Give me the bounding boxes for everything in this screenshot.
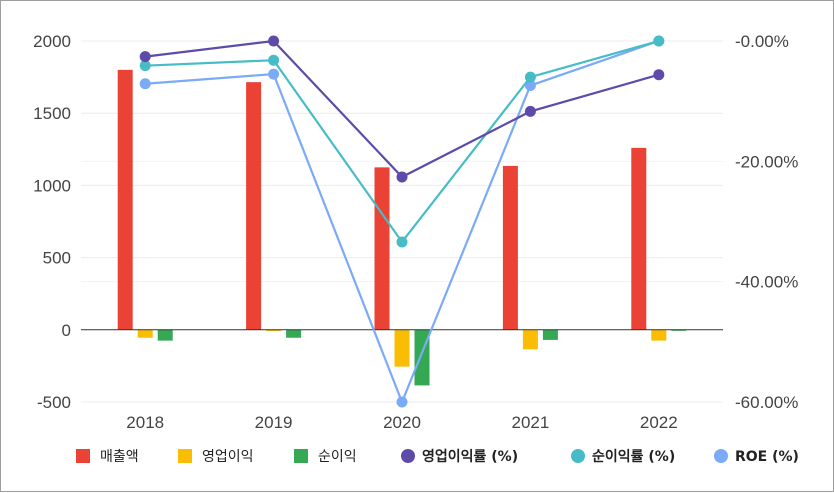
bar-2020-0 bbox=[374, 167, 390, 330]
line-point-0-2018 bbox=[139, 51, 151, 63]
legend-marker bbox=[714, 449, 728, 463]
y-left-tick-label: 2000 bbox=[33, 32, 71, 51]
line-point-2-2020 bbox=[396, 396, 408, 408]
legend-swatch bbox=[76, 449, 90, 463]
line-point-1-2019 bbox=[268, 54, 280, 66]
line-point-1-2020 bbox=[396, 236, 408, 248]
x-tick-label: 2021 bbox=[511, 413, 549, 432]
legend-marker bbox=[401, 449, 415, 463]
line-series-1 bbox=[145, 39, 660, 244]
y-left-tick-label: -500 bbox=[37, 393, 71, 412]
legend-swatch bbox=[178, 449, 192, 463]
y-right-tick-label: -60.00% bbox=[735, 393, 798, 412]
legend-marker bbox=[571, 449, 585, 463]
bar-2019-0 bbox=[246, 82, 262, 330]
legend-label: 순이익률 (%) bbox=[592, 448, 675, 465]
bar-2018-1 bbox=[137, 329, 153, 338]
bar-2022-1 bbox=[651, 329, 667, 341]
line-point-1-2022 bbox=[653, 35, 665, 47]
y-left-tick-label: 500 bbox=[43, 249, 71, 268]
bar-2022-0 bbox=[631, 147, 647, 330]
legend-label: 순이익 bbox=[318, 449, 357, 465]
y-right-tick-label: -0.00% bbox=[735, 32, 789, 51]
legend-label: 매출액 bbox=[100, 449, 139, 465]
bar-2021-1 bbox=[522, 329, 538, 350]
legend-label: ROE (%) bbox=[735, 449, 799, 465]
line-point-1-2018 bbox=[139, 60, 151, 72]
line-point-2-2018 bbox=[139, 78, 151, 90]
legend-label: 영업이익 bbox=[202, 449, 254, 465]
bar-2020-1 bbox=[394, 329, 410, 367]
line-point-0-2020 bbox=[396, 171, 408, 183]
x-tick-label: 2019 bbox=[255, 413, 293, 432]
y-right-tick-label: -20.00% bbox=[735, 152, 798, 171]
line-point-0-2021 bbox=[524, 105, 536, 117]
bar-2018-0 bbox=[117, 69, 133, 330]
line-point-0-2022 bbox=[653, 69, 665, 81]
line-point-0-2019 bbox=[268, 35, 280, 47]
y-right-tick-label: -40.00% bbox=[735, 273, 798, 292]
legend-swatch bbox=[294, 449, 308, 463]
line-point-2-2021 bbox=[524, 80, 536, 92]
bar-2019-2 bbox=[286, 329, 302, 338]
line-point-2-2019 bbox=[268, 68, 280, 80]
y-left-tick-label: 1000 bbox=[33, 176, 71, 195]
legend-label: 영업이익률 (%) bbox=[422, 448, 518, 465]
y-left-tick-label: 1500 bbox=[33, 104, 71, 123]
x-tick-label: 2020 bbox=[383, 413, 421, 432]
bar-2019-1 bbox=[266, 329, 282, 331]
bar-2021-0 bbox=[502, 165, 518, 330]
y-left-tick-label: 0 bbox=[62, 321, 71, 340]
line-point-1-2021 bbox=[524, 71, 536, 83]
bar-2021-2 bbox=[542, 329, 558, 340]
x-tick-label: 2018 bbox=[126, 413, 164, 432]
x-tick-label: 2022 bbox=[640, 413, 678, 432]
bar-2018-2 bbox=[157, 329, 173, 341]
